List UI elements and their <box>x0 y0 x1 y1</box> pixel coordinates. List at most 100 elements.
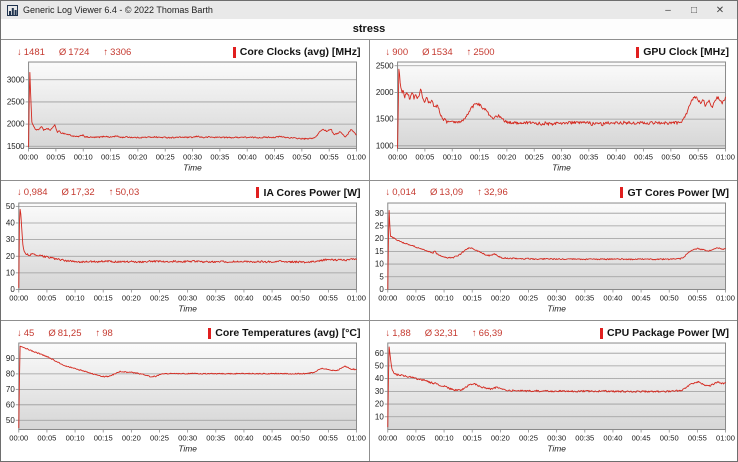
stat-min-value: 0,014 <box>392 187 417 199</box>
stat-avg-value: 1534 <box>431 46 453 58</box>
svg-text:Time: Time <box>552 163 571 173</box>
svg-text:00:45: 00:45 <box>634 153 653 162</box>
svg-text:00:35: 00:35 <box>210 153 229 162</box>
svg-text:00:45: 00:45 <box>263 434 282 443</box>
svg-text:00:25: 00:25 <box>519 434 538 443</box>
chart-title-group: GPU Clock [MHz] <box>636 46 729 58</box>
svg-text:00:10: 00:10 <box>442 153 461 162</box>
svg-text:01:00: 01:00 <box>347 153 366 162</box>
chart-stats: ↓ 45 Ø 81,25 ↑ 98 <box>17 328 113 339</box>
stat-max: ↑ 98 <box>96 328 113 339</box>
svg-text:00:35: 00:35 <box>575 434 594 443</box>
svg-text:40: 40 <box>374 375 383 384</box>
min-arrow-icon: ↓ <box>385 187 391 199</box>
svg-text:20: 20 <box>6 251 15 260</box>
stat-avg: Ø 32,31 <box>425 328 458 339</box>
chart-canvas[interactable]: 50 60 70 80 90 00:00 00:05 00:10 00:15 00:20 00:25… <box>1 340 369 461</box>
close-button[interactable]: ✕ <box>715 4 725 16</box>
svg-text:00:30: 00:30 <box>178 293 197 302</box>
svg-text:Time: Time <box>547 303 566 313</box>
titlebar[interactable]: Generic Log Viewer 6.4 - © 2022 Thomas B… <box>1 1 737 19</box>
chart-canvas[interactable]: 0 5 10 15 20 25 30 00:00 00:05 00:10 00:15 00:20 00:… <box>370 200 738 321</box>
svg-text:00:00: 00:00 <box>9 293 28 302</box>
min-arrow-icon: ↓ <box>17 327 22 339</box>
svg-text:30: 30 <box>6 235 15 244</box>
max-arrow-icon: ↑ <box>103 46 109 58</box>
svg-text:00:50: 00:50 <box>291 293 310 302</box>
min-arrow-icon: ↓ <box>385 46 391 58</box>
svg-text:70: 70 <box>6 385 15 394</box>
stat-max-value: 66,39 <box>478 327 503 339</box>
chart-panel: ↓ 0,014 Ø 13,09 ↑ 32,96 GT Cores Power [W] … <box>369 180 738 321</box>
svg-text:01:00: 01:00 <box>716 434 735 443</box>
stat-min: ↓ 1481 <box>17 47 45 58</box>
svg-text:60: 60 <box>6 401 15 410</box>
chart-canvas[interactable]: 10 20 30 40 50 60 00:00 00:05 00:10 00:15 00:20 00:… <box>370 340 738 461</box>
series-color-marker <box>636 46 640 58</box>
stat-avg-value: 81,25 <box>57 327 82 339</box>
avg-symbol-icon: Ø <box>48 327 56 339</box>
window-controls: – □ ✕ <box>655 1 733 19</box>
svg-text:00:00: 00:00 <box>388 153 407 162</box>
svg-text:00:20: 00:20 <box>122 293 141 302</box>
stat-max: ↑ 66,39 <box>472 328 503 339</box>
chart-stats: ↓ 0,984 Ø 17,32 ↑ 50,03 <box>17 187 139 198</box>
svg-text:00:50: 00:50 <box>291 434 310 443</box>
chart-stats: ↓ 1,88 Ø 32,31 ↑ 66,39 <box>386 328 503 339</box>
svg-text:00:15: 00:15 <box>94 434 113 443</box>
stat-avg-value: 1724 <box>68 46 90 58</box>
svg-text:00:35: 00:35 <box>579 153 598 162</box>
svg-text:00:15: 00:15 <box>94 293 113 302</box>
chart-title: CPU Package Power [W] <box>607 327 729 340</box>
svg-text:20: 20 <box>374 400 383 409</box>
svg-text:00:20: 00:20 <box>122 434 141 443</box>
minimize-button[interactable]: – <box>665 4 671 16</box>
stat-min-value: 900 <box>392 46 409 58</box>
svg-text:Time: Time <box>183 163 202 173</box>
chart-canvas[interactable]: 1500 2000 2500 3000 00:00 00:05 00:10 00:15 00:2… <box>1 59 369 180</box>
stat-avg: Ø 17,32 <box>62 187 95 198</box>
chart-canvas[interactable]: 1000 1500 2000 2500 00:00 00:05 00:10 00:15 00:2… <box>370 59 738 180</box>
chart-title: GPU Clock [MHz] <box>643 46 729 58</box>
chart-header: ↓ 45 Ø 81,25 ↑ 98 Core Temperatures (avg) [… <box>1 321 369 340</box>
stat-max-value: 32,96 <box>483 187 508 199</box>
svg-text:50: 50 <box>6 202 15 211</box>
svg-text:00:20: 00:20 <box>128 153 147 162</box>
svg-text:3000: 3000 <box>7 75 25 84</box>
svg-text:00:00: 00:00 <box>378 434 397 443</box>
svg-text:00:30: 00:30 <box>183 153 202 162</box>
svg-text:2500: 2500 <box>375 61 393 70</box>
chart-title-group: Core Temperatures (avg) [°C] <box>208 327 361 339</box>
svg-text:1500: 1500 <box>7 142 25 151</box>
svg-text:00:45: 00:45 <box>631 434 650 443</box>
svg-text:00:15: 00:15 <box>462 293 481 302</box>
svg-text:0: 0 <box>10 285 15 294</box>
min-arrow-icon: ↓ <box>17 46 22 58</box>
svg-text:2500: 2500 <box>7 98 25 107</box>
svg-text:00:20: 00:20 <box>490 434 509 443</box>
maximize-button[interactable]: □ <box>690 4 698 16</box>
chart-canvas[interactable]: 0 10 20 30 40 50 00:00 00:05 00:10 00:15 00:20 00:2… <box>1 200 369 321</box>
svg-text:00:05: 00:05 <box>406 293 425 302</box>
svg-text:Time: Time <box>178 303 197 313</box>
log-name-label: stress <box>352 23 386 35</box>
min-arrow-icon: ↓ <box>17 187 22 199</box>
svg-text:15: 15 <box>374 247 383 256</box>
stat-max-value: 2500 <box>473 46 495 58</box>
avg-symbol-icon: Ø <box>58 46 67 58</box>
svg-text:00:35: 00:35 <box>206 293 225 302</box>
svg-text:10: 10 <box>6 268 15 277</box>
svg-text:00:30: 00:30 <box>547 434 566 443</box>
svg-text:2000: 2000 <box>375 88 393 97</box>
svg-text:00:50: 00:50 <box>292 153 311 162</box>
stat-avg: Ø 1534 <box>422 47 453 58</box>
svg-text:00:45: 00:45 <box>631 293 650 302</box>
max-arrow-icon: ↑ <box>95 327 101 339</box>
svg-text:90: 90 <box>6 354 15 363</box>
chart-header: ↓ 0,014 Ø 13,09 ↑ 32,96 GT Cores Power [W] <box>370 181 738 200</box>
svg-text:30: 30 <box>374 208 383 217</box>
stat-min-value: 0,984 <box>23 187 48 199</box>
stat-max-value: 98 <box>102 327 113 339</box>
svg-text:00:00: 00:00 <box>378 293 397 302</box>
